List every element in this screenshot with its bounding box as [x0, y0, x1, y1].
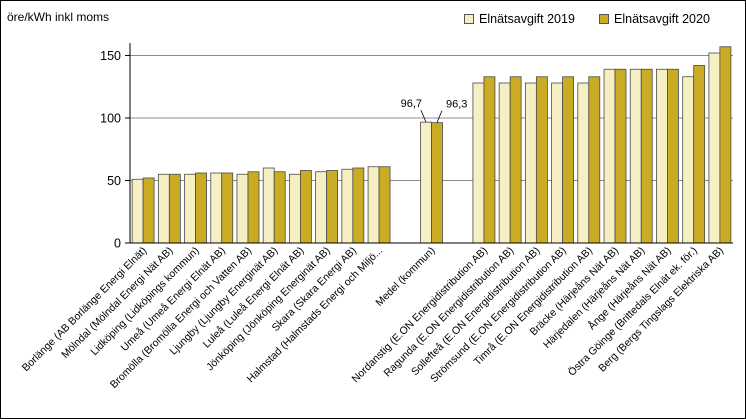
bar-2020	[168, 173, 181, 244]
bar-2020	[352, 167, 365, 244]
bar-2020	[588, 76, 601, 244]
bar-2020	[693, 65, 706, 244]
bar-2019	[577, 82, 590, 244]
annotation-label: 96,7	[401, 98, 422, 110]
bar-2019	[210, 172, 223, 244]
legend-item-2020: Elnätsavgift 2020	[599, 12, 710, 26]
bar-2020	[221, 172, 234, 244]
bar-2019	[629, 68, 642, 244]
annotation-leader	[420, 109, 427, 123]
bar-2019	[262, 167, 275, 244]
bar-2020	[640, 68, 653, 244]
bar-2020	[483, 76, 496, 244]
y-axis-label: öre/kWh inkl moms	[7, 10, 110, 24]
bar-2020	[614, 68, 627, 244]
bar-2020	[273, 171, 286, 244]
bar-2019	[524, 82, 537, 244]
bar-2019	[420, 121, 432, 244]
y-tick-label: 0	[114, 237, 121, 251]
bar-2020	[431, 122, 443, 244]
y-tick-label: 100	[100, 112, 121, 126]
annotation-leader	[436, 110, 443, 123]
bar-2019	[603, 68, 616, 244]
bar-2019	[341, 168, 354, 244]
bar-2020	[562, 76, 574, 244]
bar-2019	[656, 68, 668, 244]
bar-2019	[236, 173, 249, 244]
y-tick-label: 150	[100, 49, 121, 63]
bar-2020	[667, 68, 679, 244]
bar-2019	[472, 82, 485, 244]
bar-2019	[367, 166, 380, 244]
bar-2019	[184, 173, 196, 244]
y-tick-label: 50	[107, 174, 121, 188]
bar-2020	[195, 172, 207, 244]
bar-2020	[535, 76, 548, 244]
legend-label-2020: Elnätsavgift 2020	[614, 12, 710, 26]
bar-2019	[289, 173, 301, 244]
bar-2020	[509, 76, 522, 244]
bar-2020	[326, 170, 339, 244]
legend-item-2019: Elnätsavgift 2019	[464, 12, 575, 26]
bar-2019	[498, 82, 511, 244]
bar-2020	[300, 170, 312, 244]
bar-2019	[682, 76, 695, 244]
bar-2020	[142, 177, 155, 244]
legend-label-2019: Elnätsavgift 2019	[479, 12, 575, 26]
bar-2019	[157, 173, 170, 244]
legend-swatch-2020	[599, 14, 609, 24]
bar-2019	[708, 52, 721, 244]
legend-swatch-2019	[464, 14, 474, 24]
bar-2020	[247, 171, 260, 244]
bar-2019	[131, 178, 144, 244]
bar-2019	[315, 171, 328, 244]
bar-2020	[378, 166, 391, 244]
annotation-label: 96,3	[446, 99, 467, 111]
bar-2019	[551, 82, 563, 244]
bar-2020	[719, 46, 732, 244]
